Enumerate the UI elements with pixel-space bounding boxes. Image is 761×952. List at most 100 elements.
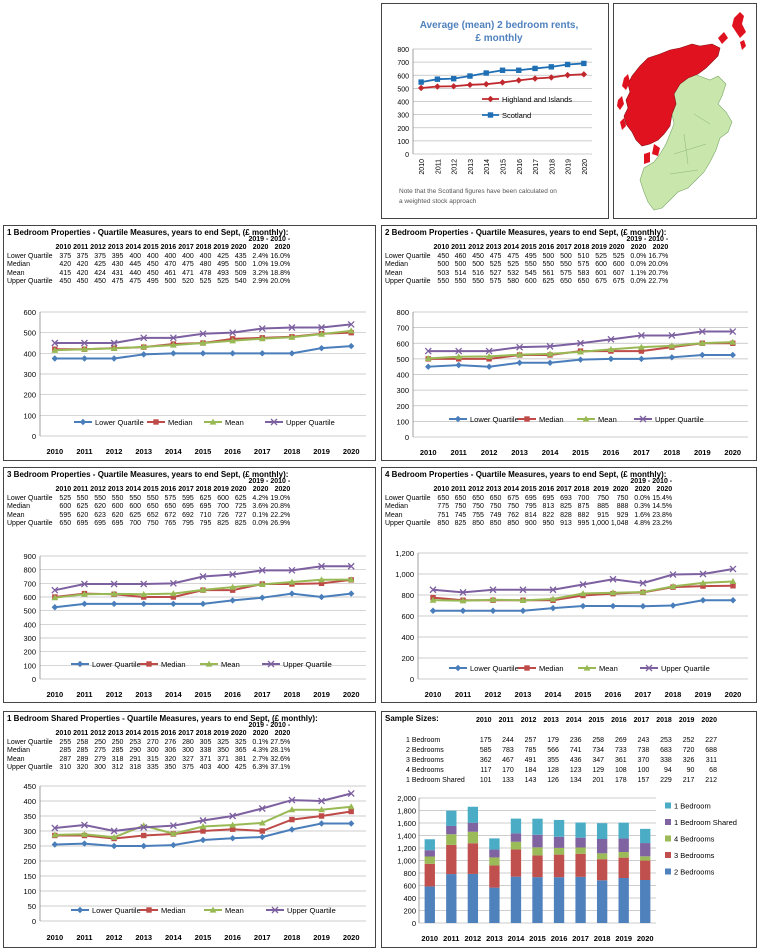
x-tick-label: 2010 [46, 690, 63, 699]
table-cell: 285 [59, 747, 72, 755]
table-cell: 244 [502, 737, 514, 744]
data-point [229, 821, 237, 828]
quartile-panel-1-bedroom: 1 Bedroom Properties - Quartile Measures… [3, 225, 376, 461]
data-point [729, 351, 736, 359]
table-cell: 375 [182, 764, 194, 772]
table-cell: 693 [560, 494, 572, 502]
panel-title: 1 Bedroom Properties - Quartile Measures… [7, 228, 289, 237]
table-row: Median 600 625 620 600 600 650 650 695 695 700 725 3… [6, 503, 291, 511]
bar-segment-1-bedroom [553, 819, 565, 837]
data-point [577, 339, 584, 347]
table-cell: 300 [182, 747, 194, 755]
bar-segment-4-bedrooms [446, 834, 457, 845]
table-header-cell: 2020 [230, 244, 247, 252]
table-cell: 500 [234, 261, 247, 269]
table-cell: 20.0% [648, 261, 669, 269]
table-cell: 227 [705, 737, 717, 744]
data-point [549, 604, 557, 612]
bar-segment-1-bedroom-shared [446, 825, 457, 835]
x-tick-label: 2013 [515, 690, 532, 699]
y-tick-label: 800 [396, 308, 409, 317]
table-cell: 950 [542, 520, 555, 528]
x-tick-label: 2017 [254, 447, 271, 456]
data-point [110, 355, 118, 362]
data-point [698, 328, 706, 335]
data-point [668, 354, 676, 361]
table-cell: 289 [76, 755, 89, 763]
table-header-cell: 2010 - [652, 478, 673, 485]
table-header-cell: 2011 [451, 244, 467, 252]
table-cell: 850 [507, 520, 520, 528]
table-cell: 750 [597, 494, 609, 502]
table-cell: 19.0% [270, 261, 291, 269]
table-row: Upper Quartile 550 550 550 575 580 600 625 650 65… [384, 278, 669, 286]
legend-swatch [665, 852, 671, 858]
table-header-cell: 2017 [178, 486, 194, 494]
y-tick-label: 400 [397, 100, 409, 107]
y-tick-label: 600 [401, 612, 414, 621]
bar-segment-4-bedrooms [575, 847, 586, 854]
table-cell: 550 [524, 261, 537, 269]
island-shape [740, 40, 746, 50]
bar-segment-1-bedroom-shared [424, 850, 435, 857]
row-label: Lower Quartile [7, 252, 53, 260]
island-shape [652, 144, 660, 156]
table-cell: 765 [164, 520, 177, 528]
row-label: Lower Quartile [7, 738, 53, 746]
data-point [81, 590, 88, 597]
legend-marker [76, 660, 84, 668]
data-point [51, 824, 59, 832]
data-point [318, 562, 326, 570]
table-header-cell: 2020 [252, 730, 269, 738]
legend-label: Highland and Islands [502, 95, 572, 104]
sample-sizes-panel: Sample Sizes: 2010 2011 2012 2013 2014 2015 20… [381, 711, 757, 948]
legend-marker [209, 906, 217, 913]
table-header-cell: 2019 - [248, 722, 269, 729]
table-header-cell: 2018 [195, 730, 212, 738]
table-cell: 695 [76, 520, 89, 528]
y-tick-label: 900 [23, 552, 36, 561]
table-header-cell: 2016 [160, 244, 177, 252]
data-point [288, 796, 296, 804]
legend-label: Mean [599, 664, 618, 673]
table-header-cell: 2017 [178, 730, 194, 738]
x-tick-label: 2015 [195, 933, 212, 942]
data-point [499, 67, 506, 73]
table-cell: 625 [129, 511, 142, 519]
x-tick-label: 2011 [443, 934, 459, 943]
table-header-cell: 2017 [556, 486, 572, 494]
data-point [466, 81, 474, 89]
data-point [51, 841, 59, 848]
y-tick-label: 700 [397, 60, 409, 67]
table-cell: 258 [592, 737, 605, 744]
sample-sizes-chart: 0 200 400 600 800 1,000 1,200 1,400 1,600 1,800 2,… [397, 794, 737, 943]
table-cell: 123 [569, 767, 582, 774]
table-cell: 550 [76, 494, 89, 502]
y-tick-label: 600 [23, 593, 36, 602]
table-cell: 750 [454, 503, 467, 511]
bar-segment-3-bedrooms [618, 857, 629, 878]
table-header-cell: 2020 [274, 486, 291, 494]
x-tick-label: 2020 [582, 159, 589, 175]
table-header-cell: 2015 [521, 244, 537, 252]
table-cell: 395 [111, 252, 124, 260]
table-header-cell: 2020 [634, 486, 651, 494]
data-point [169, 579, 177, 587]
x-tick-label: 2011 [435, 159, 442, 174]
quartile-panel-1-bedroom-shared: 1 Bedroom Shared Properties - Quartile M… [3, 711, 376, 948]
data-point [579, 602, 587, 610]
bar-segment-2-bedrooms [467, 873, 479, 923]
table-cell: 623 [94, 511, 106, 519]
table-header-cell: 2014 [503, 244, 520, 252]
table-header-cell: 2019 [678, 717, 695, 724]
data-point [347, 320, 355, 328]
table-cell: 500 [437, 261, 450, 269]
table-cell: 575 [489, 278, 502, 286]
row-label: 4 Bedrooms [406, 767, 444, 774]
table-cell: 355 [547, 757, 559, 764]
table-header-cell: 2020 [274, 244, 291, 252]
y-tick-label: 200 [23, 857, 36, 866]
table-cell: 400 [199, 252, 212, 260]
data-point [609, 602, 617, 610]
island-shape [718, 32, 728, 44]
